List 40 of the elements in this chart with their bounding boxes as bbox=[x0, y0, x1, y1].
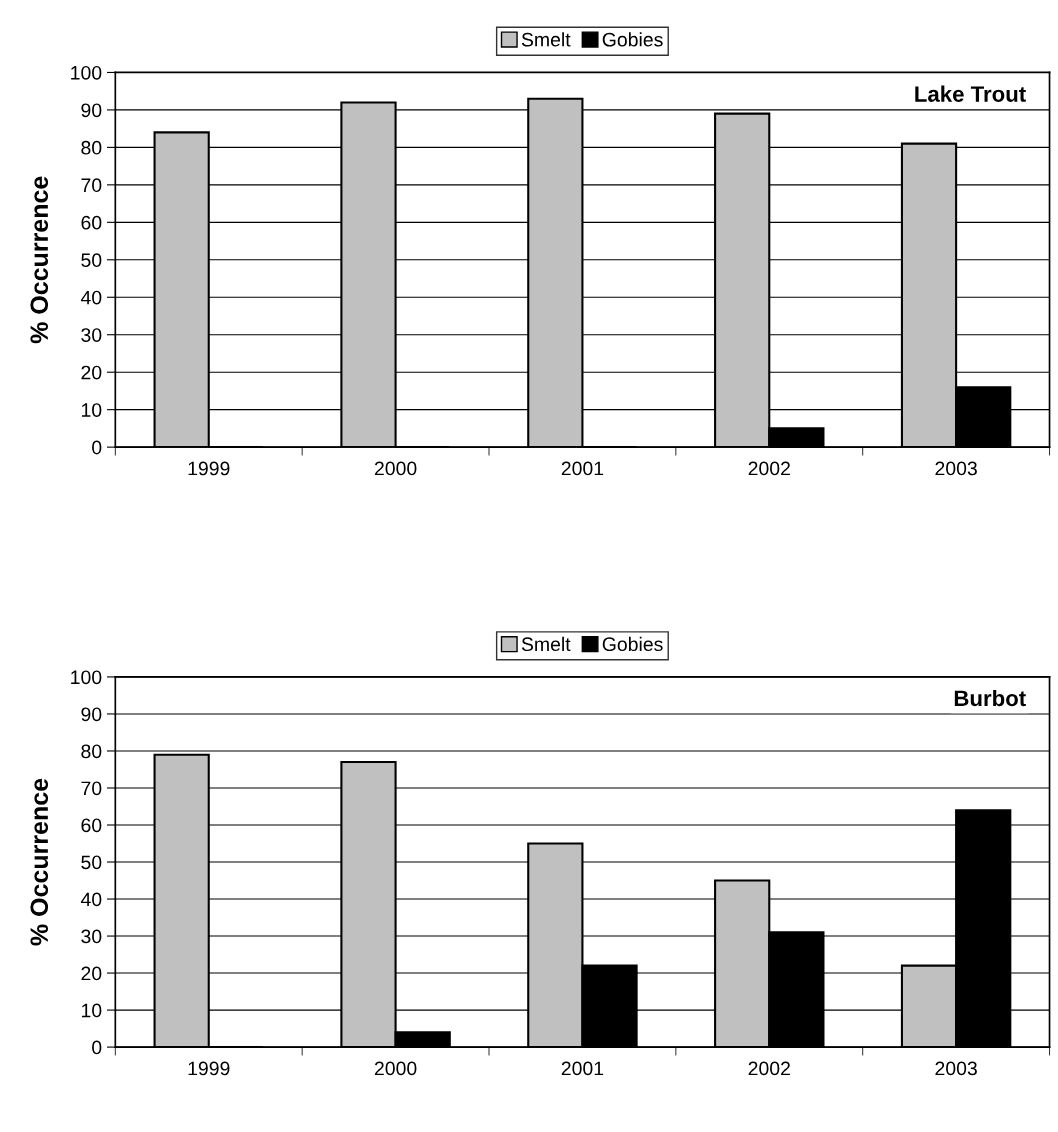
x-tick-label: 2002 bbox=[748, 1061, 790, 1076]
y-tick-label: 30 bbox=[81, 328, 102, 342]
y-tick-label: 40 bbox=[80, 290, 102, 305]
x-tick-label: 2001 bbox=[561, 1061, 604, 1076]
legend-label: Gobies bbox=[602, 636, 663, 652]
y-tick-label: 50 bbox=[81, 253, 102, 268]
y-tick-label: 40 bbox=[80, 892, 102, 907]
y-tick-label: 30 bbox=[81, 929, 102, 944]
x-tick-label: 2000 bbox=[374, 1061, 417, 1076]
x-tick-label: 1999 bbox=[188, 461, 230, 476]
legend-label: Gobies bbox=[602, 32, 663, 47]
y-tick-label: 70 bbox=[81, 178, 102, 193]
legend-label: Smelt bbox=[521, 636, 571, 652]
y-tick-label: 90 bbox=[81, 103, 102, 118]
y-tick-label: 90 bbox=[81, 707, 102, 722]
y-tick-label: 100 bbox=[71, 670, 102, 685]
y-tick-label: 10 bbox=[81, 403, 102, 417]
annotation: Lake Trout bbox=[915, 85, 1026, 102]
y-tick-label: 20 bbox=[81, 966, 102, 981]
x-tick-label: 2003 bbox=[935, 1061, 977, 1076]
y-tick-label: 80 bbox=[81, 744, 102, 759]
x-tick-label: 2003 bbox=[935, 461, 977, 476]
legend-label: Smelt bbox=[521, 32, 571, 47]
y-tick-label: 70 bbox=[81, 781, 102, 796]
x-tick-label: 1999 bbox=[188, 1061, 230, 1076]
x-tick-label: 2002 bbox=[748, 461, 790, 476]
annotation: Burbot bbox=[954, 689, 1026, 707]
x-tick-label: 2001 bbox=[561, 461, 604, 476]
y-tick-label: 50 bbox=[81, 855, 102, 870]
y-tick-label: 20 bbox=[81, 365, 102, 380]
y-tick-label: 60 bbox=[81, 818, 102, 833]
y-tick-label: 80 bbox=[81, 140, 102, 155]
y-axis-title: % Occurrence bbox=[30, 778, 49, 946]
y-tick-label: 60 bbox=[81, 215, 102, 230]
y-tick-label: 10 bbox=[81, 1003, 102, 1018]
y-tick-label: 0 bbox=[92, 1040, 102, 1055]
y-axis-title: % Occurrence bbox=[30, 176, 49, 344]
y-tick-label: 100 bbox=[71, 65, 102, 80]
x-tick-label: 2000 bbox=[374, 461, 417, 476]
y-tick-label: 0 bbox=[92, 440, 102, 455]
